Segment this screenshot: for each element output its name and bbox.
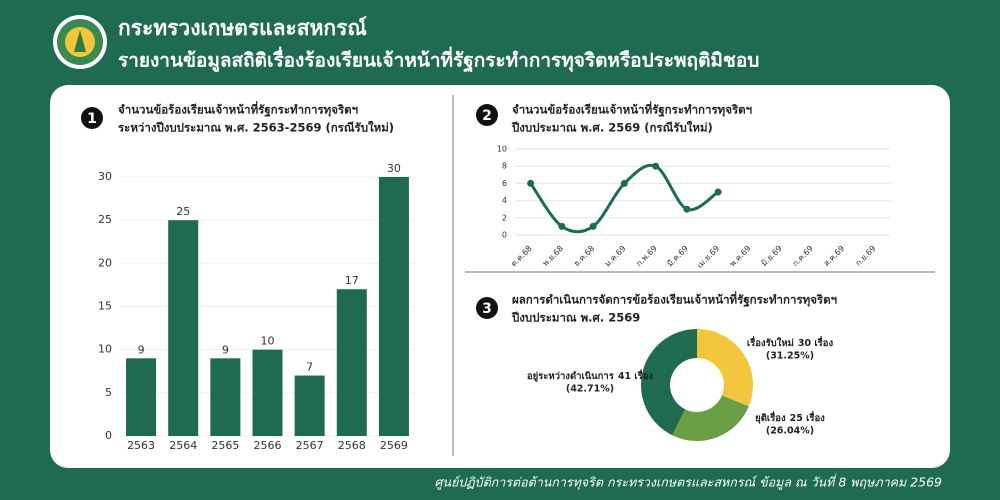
y-tick-label: 4 — [502, 196, 507, 205]
y-tick-label: 30 — [98, 170, 112, 183]
chart-title: ผลการดำเนินการจัดการข้อร้องเรียนเจ้าหน้า… — [512, 291, 837, 308]
line-point — [527, 179, 535, 187]
percent-label: (42.71%) — [566, 384, 614, 395]
bar — [294, 375, 325, 436]
pie-slice — [697, 329, 753, 407]
bar — [126, 358, 157, 436]
bar-value-label: 7 — [306, 361, 313, 374]
category-label: เรื่องรับใหม่ — [747, 335, 794, 349]
chart-title: จำนวนข้อร้องเรียนเจ้าหน้าที่รัฐกระทำการท… — [512, 101, 752, 118]
number-badge — [476, 297, 498, 319]
pie-slice — [672, 395, 749, 442]
x-tick-label: 2569 — [380, 439, 408, 452]
line-point — [683, 205, 691, 213]
slice-label: ยุติเรื่อง 25 เรื่อง — [755, 410, 825, 424]
chart-title: จำนวนข้อร้องเรียนเจ้าหน้าที่รัฐกระทำการท… — [118, 101, 358, 118]
slice-label: เรื่องรับใหม่ 30 เรื่อง — [747, 335, 834, 349]
line-point — [589, 222, 597, 230]
line-point — [558, 222, 566, 230]
chart-title: ระหว่างปีงบประมาณ พ.ศ. 2563-2569 (กรณีรั… — [118, 121, 394, 135]
bar — [378, 177, 409, 436]
y-tick-label: 5 — [105, 386, 112, 399]
category-label: อยู่ระหว่างดำเนินการ — [527, 371, 615, 383]
percent-label: (26.04%) — [766, 426, 814, 437]
x-tick-label: 2567 — [296, 439, 324, 452]
chart-number: 3 — [482, 301, 492, 317]
y-tick-label: 2 — [502, 213, 507, 222]
ministry-name: กระทรวงเกษตรและสหกรณ์ — [118, 16, 367, 40]
value-label: 25 เรื่อง — [790, 410, 826, 424]
y-tick-label: 0 — [105, 429, 112, 442]
bar-value-label: 17 — [345, 274, 359, 287]
x-tick-label: 2566 — [254, 439, 282, 452]
x-tick-label: 2565 — [211, 439, 239, 452]
y-tick-label: 0 — [502, 231, 507, 240]
y-tick-label: 10 — [497, 145, 507, 154]
chart-number: 1 — [87, 111, 97, 127]
line-point — [714, 188, 722, 196]
percent-label: (31.25%) — [766, 351, 814, 362]
chart-number: 2 — [482, 108, 492, 124]
bar-value-label: 25 — [176, 205, 190, 218]
line-point — [620, 179, 628, 187]
chart-title: ปีงบประมาณ พ.ศ. 2569 (กรณีรับใหม่) — [511, 121, 713, 135]
y-tick-label: 8 — [502, 162, 507, 171]
bar — [336, 289, 367, 436]
x-tick-label: 2564 — [169, 439, 197, 452]
value-label: 41 เรื่อง — [618, 368, 654, 382]
number-badge — [81, 107, 103, 129]
number-badge — [476, 104, 498, 126]
y-tick-label: 20 — [98, 256, 112, 269]
bar-value-label: 9 — [138, 343, 145, 356]
line-point — [652, 162, 660, 170]
y-tick-label: 6 — [502, 179, 507, 188]
value-label: 30 เรื่อง — [798, 335, 834, 349]
bar — [210, 358, 241, 436]
x-tick-label: 2568 — [338, 439, 366, 452]
footer: ศูนย์ปฏิบัติการต่อต้านการทุจริต กระทรวงเ… — [435, 474, 943, 491]
y-tick-label: 15 — [98, 300, 112, 313]
bar — [168, 220, 199, 436]
bar — [252, 349, 283, 436]
report-title: รายงานข้อมูลสถิติเรื่องร้องเรียนเจ้าหน้า… — [118, 47, 759, 74]
x-tick-label: 2563 — [127, 439, 155, 452]
bar-value-label: 10 — [261, 335, 275, 348]
y-tick-label: 10 — [98, 343, 112, 356]
chart-title: ปีงบประมาณ พ.ศ. 2569 — [511, 311, 640, 325]
bar-value-label: 30 — [387, 162, 401, 175]
bar-value-label: 9 — [222, 343, 229, 356]
y-tick-label: 25 — [98, 213, 112, 226]
logo — [53, 15, 107, 69]
category-label: ยุติเรื่อง — [755, 410, 786, 424]
slice-label: อยู่ระหว่างดำเนินการ 41 เรื่อง — [527, 368, 654, 383]
pie-slice — [641, 329, 697, 436]
